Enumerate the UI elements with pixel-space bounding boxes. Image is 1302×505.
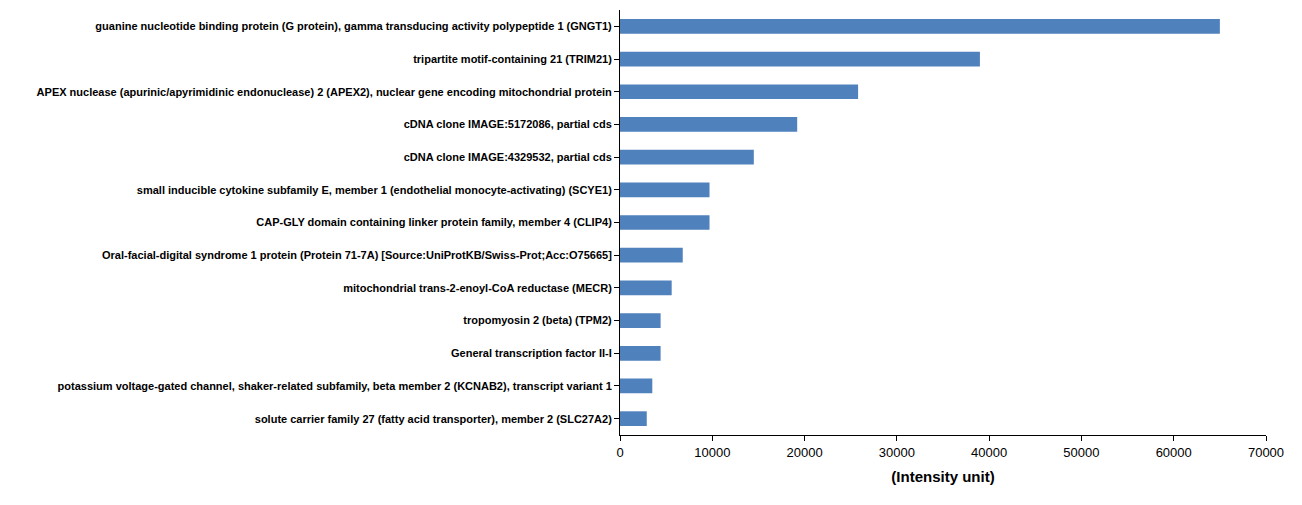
svg-text:guanine nucleotide binding pro: guanine nucleotide binding protein (G pr… [95, 20, 612, 32]
svg-text:CAP-GLY domain containing link: CAP-GLY domain containing linker protein… [256, 216, 612, 228]
svg-text:20000: 20000 [786, 445, 822, 460]
svg-text:(Intensity unit): (Intensity unit) [891, 468, 994, 485]
svg-text:General transcription factor I: General transcription factor II-I [451, 347, 612, 359]
svg-text:10000: 10000 [694, 445, 730, 460]
svg-text:potassium voltage-gated channe: potassium voltage-gated channel, shaker-… [58, 380, 612, 392]
svg-text:0: 0 [616, 445, 623, 460]
svg-text:APEX nuclease (apurinic/apyrim: APEX nuclease (apurinic/apyrimidinic end… [37, 86, 612, 98]
svg-text:Oral-facial-digital syndrome 1: Oral-facial-digital syndrome 1 protein (… [102, 249, 612, 261]
svg-text:50000: 50000 [1063, 445, 1099, 460]
svg-text:30000: 30000 [879, 445, 915, 460]
svg-text:60000: 60000 [1156, 445, 1192, 460]
svg-text:cDNA clone IMAGE:4329532, part: cDNA clone IMAGE:4329532, partial cds [404, 151, 612, 163]
svg-text:70000: 70000 [1248, 445, 1284, 460]
svg-text:tropomyosin 2 (beta) (TPM2): tropomyosin 2 (beta) (TPM2) [463, 314, 612, 326]
svg-text:small inducible cytokine subfa: small inducible cytokine subfamily E, me… [137, 184, 612, 196]
svg-text:40000: 40000 [971, 445, 1007, 460]
svg-text:tripartite motif-containing 21: tripartite motif-containing 21 (TRIM21) [413, 53, 612, 65]
svg-text:mitochondrial trans-2-enoyl-Co: mitochondrial trans-2-enoyl-CoA reductas… [343, 282, 612, 294]
svg-text:solute carrier family 27 (fatt: solute carrier family 27 (fatty acid tra… [255, 413, 612, 425]
svg-text:cDNA clone IMAGE:5172086, part: cDNA clone IMAGE:5172086, partial cds [404, 118, 612, 130]
